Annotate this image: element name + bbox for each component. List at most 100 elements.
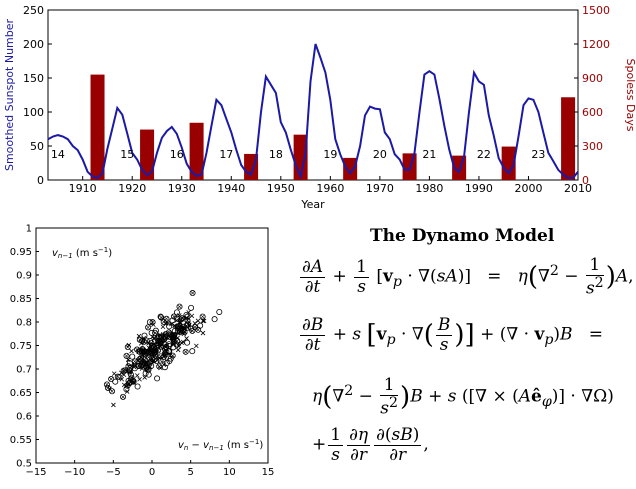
scatter-point: [158, 314, 165, 321]
scatter-point: [145, 324, 152, 331]
cycle-label: 15: [120, 148, 134, 161]
scatter-point: [188, 325, 195, 332]
scatter-y-label: vn−1 (m s−1): [52, 246, 112, 260]
scatter-point: [178, 315, 185, 322]
scatter-point: [126, 357, 131, 362]
scatter-x-tick-label: −10: [64, 467, 85, 478]
scatter-point-cross: [132, 359, 137, 364]
scatter-x-tick-label: −5: [106, 467, 121, 478]
scatter-point: [159, 337, 166, 344]
scatter-point: [153, 351, 159, 357]
left-tick-label: 50: [30, 140, 44, 153]
scatter-points: [103, 290, 223, 408]
scatter-point: [112, 378, 119, 385]
equation-B-line3: +1 s ∂η ∂r ∂(sB) ∂r,: [312, 425, 429, 465]
x-tick-label: 1940: [217, 182, 245, 195]
scatter-point: [149, 319, 156, 326]
scatter-point: [130, 378, 137, 385]
scatter-point: [126, 360, 133, 367]
scatter-point-cross: [164, 350, 169, 355]
right-axis-label: Spoless Days: [624, 59, 636, 132]
scatter-point: [146, 341, 151, 346]
scatter-y-tick-label: 0.75: [10, 341, 32, 352]
dynamo-title: The Dynamo Model: [370, 226, 555, 246]
spotless-bar: [501, 146, 516, 180]
scatter-point: [157, 343, 164, 350]
right-tick-label: 1200: [582, 38, 610, 51]
scatter-x-tick-label: 5: [187, 467, 193, 478]
scatter-x-tick-label: 10: [223, 467, 236, 478]
scatter-point-cross: [109, 377, 114, 382]
scatter-point: [143, 337, 150, 344]
scatter-point: [173, 309, 180, 316]
scatter-point: [176, 303, 183, 310]
scatter-point-cross: [140, 347, 145, 352]
scatter-point: [126, 368, 133, 375]
scatter-point: [151, 358, 156, 364]
scatter-point: [182, 348, 189, 355]
x-tick-label: 1980: [415, 182, 443, 195]
cycle-labels: 14 15 16 17 18 19 20 21 22 23: [51, 148, 545, 161]
cycle-label: 14: [51, 148, 65, 161]
scatter-point-cross: [159, 315, 164, 320]
scatter-point-cross: [158, 344, 163, 349]
scatter-point: [195, 318, 201, 324]
scatter-point: [108, 376, 115, 383]
scatter-point: [136, 333, 142, 339]
scatter-y-tick-label: 0.85: [10, 294, 32, 305]
scatter-point: [124, 344, 131, 351]
scatter-point: [170, 333, 177, 340]
scatter-y-tick-label: 0.6: [16, 412, 32, 423]
scatter-point-cross: [146, 325, 151, 330]
scatter-point: [137, 376, 142, 382]
scatter-point-cross: [105, 385, 110, 390]
scatter-point: [134, 383, 141, 390]
scatter-point: [129, 348, 134, 354]
spotless-bar: [189, 122, 204, 180]
scatter-point: [135, 357, 141, 363]
scatter-point: [170, 313, 177, 320]
scatter-point-cross: [146, 350, 151, 355]
x-tick-label: 1950: [267, 182, 295, 195]
scatter-point: [142, 375, 147, 380]
cycle-label: 19: [323, 148, 337, 161]
right-tick-label: 300: [582, 140, 603, 153]
scatter-point: [131, 364, 137, 370]
scatter-point: [124, 389, 130, 394]
scatter-point-cross: [174, 339, 179, 344]
right-tick-label: 600: [582, 106, 603, 119]
scatter-axes: −15 −10 −5 0 5 10 15 0.5 0.55 0.6 0.65 0.7 0.75 0.8 0.…: [10, 224, 275, 479]
scatter-point: [174, 318, 179, 323]
scatter-point: [147, 346, 154, 353]
scatter-point: [154, 375, 161, 382]
scatter-point: [157, 357, 164, 364]
scatter-point: [124, 382, 131, 389]
scatter-point: [177, 325, 184, 332]
scatter-point-cross: [125, 345, 130, 350]
scatter-point: [142, 370, 149, 377]
scatter-point: [135, 362, 142, 369]
scatter-point: [155, 338, 160, 343]
scatter-point: [129, 353, 136, 360]
top-axes: 1910 1920 1930 1940 1950 1960 1970 1980 1990 2000…: [23, 4, 610, 195]
scatter-point: [201, 318, 207, 324]
scatter-point: [141, 360, 146, 366]
cycle-label: 22: [477, 148, 491, 161]
scatter-point: [129, 377, 136, 384]
scatter-point: [145, 349, 152, 356]
scatter-x-tick-label: 0: [149, 467, 155, 478]
spotless-bar: [90, 74, 105, 180]
scatter-point-cross: [155, 343, 160, 348]
scatter-point: [189, 313, 195, 319]
x-tick-label: 1930: [168, 182, 196, 195]
scatter-y-tick-label: 0.7: [16, 365, 32, 376]
scatter-point: [179, 325, 186, 332]
scatter-y-tick-label: 0.65: [10, 388, 32, 399]
scatter-point: [139, 346, 146, 353]
left-tick-label: 200: [23, 38, 44, 51]
scatter-point: [184, 315, 189, 320]
scatter-point: [186, 310, 191, 315]
scatter-point: [163, 360, 170, 367]
spotless-bar: [343, 157, 358, 180]
